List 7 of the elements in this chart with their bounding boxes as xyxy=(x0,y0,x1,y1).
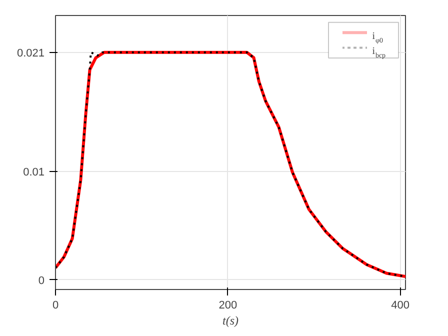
y-tick-label: 0 xyxy=(38,274,45,287)
y-tick-label: 0.021 xyxy=(16,47,45,60)
x-axis-title: t(s) xyxy=(222,314,238,328)
y-tick-label: 0.01 xyxy=(23,166,45,178)
x-tick-label: 400 xyxy=(391,300,410,312)
x-tick-label: 200 xyxy=(218,300,238,312)
x-tick-label: 0 xyxy=(52,300,59,312)
